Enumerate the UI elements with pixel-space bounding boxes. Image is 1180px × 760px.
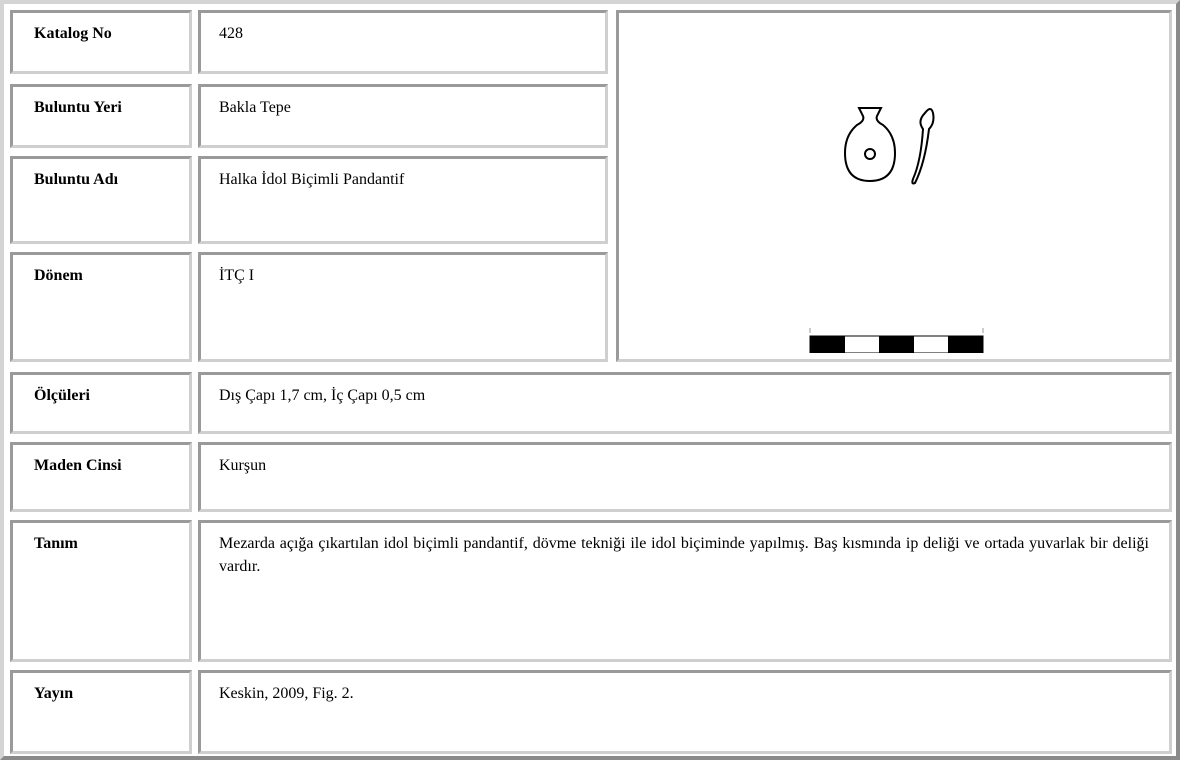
field-value: Kurşun <box>198 442 1172 512</box>
field-value: İTÇ I <box>198 252 608 362</box>
field-value: Bakla Tepe <box>198 84 608 148</box>
field-label: Tanım <box>10 520 192 662</box>
field-value: Halka İdol Biçimli Pandantif <box>198 156 608 244</box>
field-value: Mezarda açığa çıkartılan idol biçimli pa… <box>198 520 1172 662</box>
field-label: Buluntu Yeri <box>10 84 192 148</box>
field-label: Buluntu Adı <box>10 156 192 244</box>
field-label: Katalog No <box>10 10 192 74</box>
artifact-drawing <box>809 107 984 353</box>
field-value: Keskin, 2009, Fig. 2. <box>198 670 1172 754</box>
field-label: Dönem <box>10 252 192 362</box>
image-cell <box>616 10 1172 362</box>
field-value: 428 <box>198 10 608 74</box>
field-label: Yayın <box>10 670 192 754</box>
field-label: Maden Cinsi <box>10 442 192 512</box>
field-value: Dış Çapı 1,7 cm, İç Çapı 0,5 cm <box>198 372 1172 434</box>
field-label: Ölçüleri <box>10 372 192 434</box>
